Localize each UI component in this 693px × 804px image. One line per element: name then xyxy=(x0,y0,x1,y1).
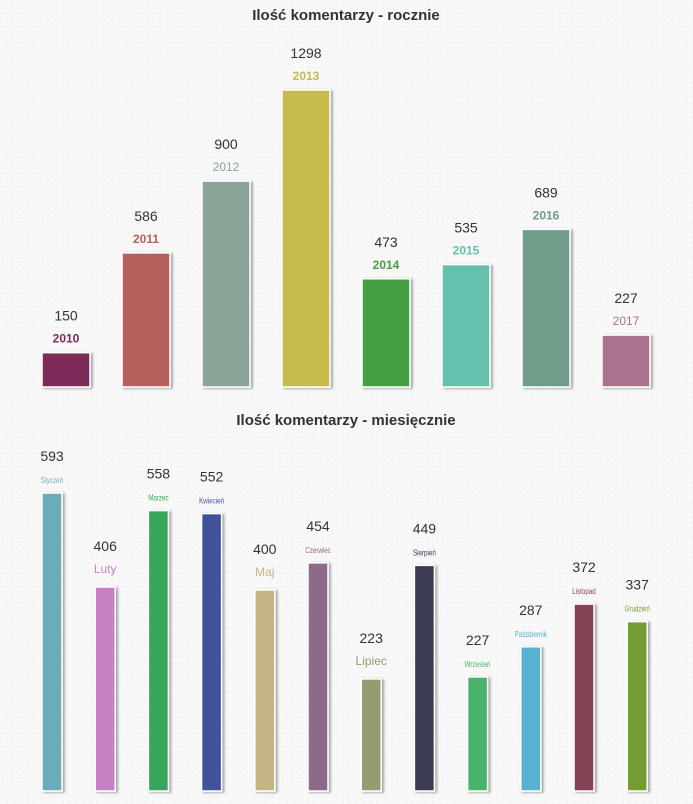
yearly-chart-title: Ilość komentarzy - rocznie xyxy=(252,7,440,24)
monthly-bar-wrzesien xyxy=(466,676,489,792)
monthly-category-label-grudzien: Grudzień xyxy=(625,605,650,614)
yearly-bar-2014 xyxy=(361,278,411,388)
monthly-category-label-listopad: Listopad xyxy=(572,587,596,596)
yearly-category-label-2014: 2014 xyxy=(373,258,400,272)
monthly-category-label-maj: Maj xyxy=(255,565,274,579)
yearly-bar-2010 xyxy=(41,351,91,388)
monthly-value-label-pazdziernik: 287 xyxy=(519,602,543,618)
monthly-comments-chart: Ilość komentarzy - miesięcznie Styczeń 59… xyxy=(40,412,650,792)
monthly-value-label-wrzesien: 227 xyxy=(466,632,490,648)
monthly-value-label-grudzien: 337 xyxy=(626,577,650,593)
yearly-category-label-2016: 2016 xyxy=(533,208,560,222)
yearly-category-label-2012: 2012 xyxy=(213,160,240,174)
monthly-bar-maj xyxy=(254,589,276,792)
yearly-value-label-2015: 535 xyxy=(454,220,478,236)
yearly-value-label-2010: 150 xyxy=(54,308,78,324)
yearly-value-label-2013: 1298 xyxy=(290,45,321,61)
yearly-bar-2012 xyxy=(201,180,251,388)
yearly-category-label-2011: 2011 xyxy=(133,232,159,246)
monthly-value-label-kwiecien: 552 xyxy=(200,469,224,485)
monthly-category-label-sierpien: Sierpień xyxy=(413,549,436,558)
yearly-value-label-2011: 586 xyxy=(134,208,158,224)
monthly-value-label-styczen: 593 xyxy=(40,448,64,464)
yearly-bar-2011 xyxy=(121,252,171,388)
monthly-value-label-luty: 406 xyxy=(94,538,118,554)
monthly-category-label-wrzesien: Wrzesień xyxy=(465,660,491,669)
monthly-bar-listopad xyxy=(573,603,595,792)
monthly-category-label-pazdziernik: Październik xyxy=(515,630,548,639)
monthly-bar-luty xyxy=(94,586,116,792)
yearly-category-label-2010: 2010 xyxy=(53,332,80,346)
monthly-bar-lipiec xyxy=(360,678,382,792)
monthly-bar-grudzien xyxy=(626,620,648,792)
monthly-bar-pazdziernik xyxy=(520,646,542,792)
monthly-bar-sierpien xyxy=(413,564,436,792)
yearly-category-label-2013: 2013 xyxy=(293,69,320,83)
monthly-value-label-lipiec: 223 xyxy=(360,630,384,646)
monthly-category-label-lipiec: Lipiec xyxy=(356,654,387,668)
yearly-value-label-2016: 689 xyxy=(534,184,558,200)
monthly-bar-marzec xyxy=(147,509,170,792)
monthly-category-label-styczen: Styczeń xyxy=(41,476,63,485)
monthly-value-label-maj: 400 xyxy=(253,541,277,557)
yearly-category-label-2017: 2017 xyxy=(613,314,640,328)
monthly-chart-title: Ilość komentarzy - miesięcznie xyxy=(236,412,455,429)
monthly-category-label-czerwiec: Czerwiec xyxy=(305,546,331,555)
monthly-bar-czerwiec xyxy=(307,562,329,792)
monthly-bar-kwiecien xyxy=(200,512,223,792)
monthly-category-label-marzec: Marzec xyxy=(148,494,169,503)
yearly-category-label-2015: 2015 xyxy=(453,244,480,258)
yearly-bar-2015 xyxy=(441,263,491,388)
monthly-value-label-sierpien: 449 xyxy=(413,520,437,536)
monthly-category-label-kwiecien: Kwiecień xyxy=(199,497,224,506)
yearly-value-label-2012: 900 xyxy=(214,136,238,152)
yearly-value-label-2014: 473 xyxy=(374,234,398,250)
yearly-bars-group: 2010 150 2011 586 2012 900 2013 1298 2014 473 2015… xyxy=(41,45,651,388)
monthly-bars-group: Styczeń 593 Luty 406 Marzec 558 Kwiecień 552 Maj… xyxy=(40,448,650,792)
yearly-bar-2017 xyxy=(601,334,651,388)
monthly-value-label-marzec: 558 xyxy=(147,466,171,482)
yearly-value-label-2017: 227 xyxy=(614,290,638,306)
monthly-value-label-czerwiec: 454 xyxy=(306,518,330,534)
monthly-bar-styczen xyxy=(41,492,63,792)
yearly-bar-2013 xyxy=(281,89,331,388)
yearly-comments-chart: Ilość komentarzy - rocznie 2010 150 2011 58… xyxy=(41,7,651,388)
yearly-bar-2016 xyxy=(521,228,571,388)
monthly-category-label-luty: Luty xyxy=(94,562,117,576)
monthly-value-label-listopad: 372 xyxy=(572,559,596,575)
